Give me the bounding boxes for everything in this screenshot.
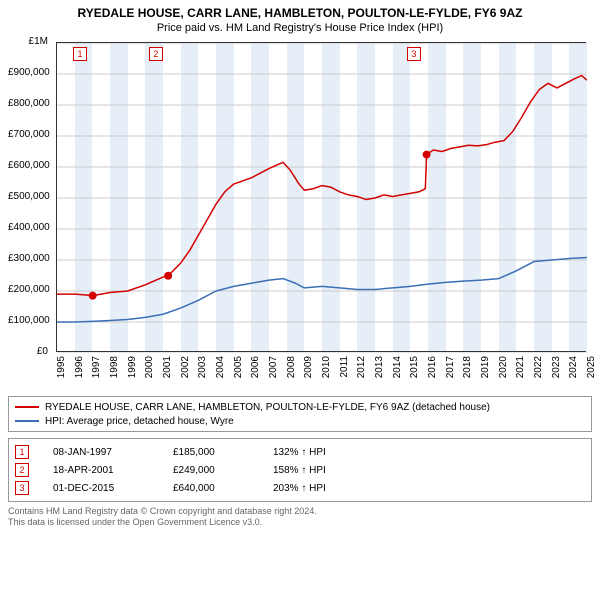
chart-title: RYEDALE HOUSE, CARR LANE, HAMBLETON, POU… bbox=[8, 6, 592, 20]
legend-swatch bbox=[15, 406, 39, 408]
x-axis-label: 2007 bbox=[268, 356, 279, 386]
x-axis-label: 2008 bbox=[286, 356, 297, 386]
sale-marker-badge: 2 bbox=[149, 47, 163, 61]
legend-item: HPI: Average price, detached house, Wyre bbox=[15, 414, 585, 428]
sales-row: 1 08-JAN-1997£185,000132% ↑ HPI bbox=[15, 443, 585, 461]
sales-row-badge: 2 bbox=[15, 463, 29, 477]
y-axis-label: £300,000 bbox=[8, 253, 48, 264]
sales-row: 3 01-DEC-2015£640,000203% ↑ HPI bbox=[15, 479, 585, 497]
sales-row-pct: 203% ↑ HPI bbox=[273, 483, 326, 494]
x-axis-label: 2020 bbox=[498, 356, 509, 386]
x-axis-label: 1995 bbox=[56, 356, 67, 386]
x-axis-label: 2017 bbox=[445, 356, 456, 386]
x-axis-label: 2024 bbox=[568, 356, 579, 386]
sales-row-price: £185,000 bbox=[173, 447, 273, 458]
x-axis-label: 2002 bbox=[180, 356, 191, 386]
sale-marker-dot bbox=[423, 151, 431, 159]
x-axis-label: 1999 bbox=[127, 356, 138, 386]
sales-row-date: 18-APR-2001 bbox=[53, 465, 173, 476]
x-axis-label: 2005 bbox=[233, 356, 244, 386]
sales-row: 2 18-APR-2001£249,000158% ↑ HPI bbox=[15, 461, 585, 479]
y-axis-label: £0 bbox=[8, 346, 48, 357]
y-axis-label: £600,000 bbox=[8, 160, 48, 171]
sales-row-price: £249,000 bbox=[173, 465, 273, 476]
sale-marker-dot bbox=[164, 272, 172, 280]
footer-line-1: Contains HM Land Registry data © Crown c… bbox=[8, 506, 592, 517]
x-axis-label: 2013 bbox=[374, 356, 385, 386]
x-axis-label: 2021 bbox=[515, 356, 526, 386]
sales-table: 1 08-JAN-1997£185,000132% ↑ HPI 2 18-APR-20… bbox=[8, 438, 592, 502]
x-axis-label: 2011 bbox=[339, 356, 350, 386]
page-root: RYEDALE HOUSE, CARR LANE, HAMBLETON, POU… bbox=[0, 0, 600, 590]
x-axis-label: 2015 bbox=[409, 356, 420, 386]
legend-item: RYEDALE HOUSE, CARR LANE, HAMBLETON, POU… bbox=[15, 400, 585, 414]
legend: RYEDALE HOUSE, CARR LANE, HAMBLETON, POU… bbox=[8, 396, 592, 432]
sales-row-pct: 132% ↑ HPI bbox=[273, 447, 326, 458]
x-axis-label: 2012 bbox=[356, 356, 367, 386]
y-axis-label: £200,000 bbox=[8, 284, 48, 295]
x-axis-label: 2006 bbox=[250, 356, 261, 386]
y-axis-label: £800,000 bbox=[8, 98, 48, 109]
series-price_paid bbox=[57, 76, 587, 296]
legend-label: HPI: Average price, detached house, Wyre bbox=[45, 416, 234, 427]
plot-svg bbox=[57, 43, 587, 353]
x-axis-label: 2025 bbox=[586, 356, 597, 386]
legend-swatch bbox=[15, 420, 39, 422]
x-axis-label: 2009 bbox=[303, 356, 314, 386]
x-axis-label: 2022 bbox=[533, 356, 544, 386]
y-axis-label: £100,000 bbox=[8, 315, 48, 326]
x-axis-label: 2001 bbox=[162, 356, 173, 386]
sales-row-badge: 1 bbox=[15, 445, 29, 459]
x-axis-label: 2004 bbox=[215, 356, 226, 386]
x-axis-label: 2016 bbox=[427, 356, 438, 386]
x-axis-label: 1998 bbox=[109, 356, 120, 386]
y-axis-label: £500,000 bbox=[8, 191, 48, 202]
plot-area: 1 2 3 bbox=[56, 42, 586, 352]
x-axis-label: 2019 bbox=[480, 356, 491, 386]
sales-row-price: £640,000 bbox=[173, 483, 273, 494]
y-axis-label: £400,000 bbox=[8, 222, 48, 233]
x-axis-label: 1996 bbox=[74, 356, 85, 386]
sale-marker-badge: 3 bbox=[407, 47, 421, 61]
sales-row-date: 08-JAN-1997 bbox=[53, 447, 173, 458]
footer-line-2: This data is licensed under the Open Gov… bbox=[8, 517, 592, 528]
x-axis-label: 2023 bbox=[551, 356, 562, 386]
x-axis-label: 2018 bbox=[462, 356, 473, 386]
x-axis-label: 2003 bbox=[197, 356, 208, 386]
sales-row-badge: 3 bbox=[15, 481, 29, 495]
y-axis-label: £700,000 bbox=[8, 129, 48, 140]
x-axis-label: 2014 bbox=[392, 356, 403, 386]
sales-row-date: 01-DEC-2015 bbox=[53, 483, 173, 494]
legend-label: RYEDALE HOUSE, CARR LANE, HAMBLETON, POU… bbox=[45, 402, 490, 413]
y-axis-label: £1M bbox=[8, 36, 48, 47]
sales-row-pct: 158% ↑ HPI bbox=[273, 465, 326, 476]
footer-attribution: Contains HM Land Registry data © Crown c… bbox=[8, 506, 592, 529]
sale-marker-dot bbox=[89, 292, 97, 300]
sale-marker-badge: 1 bbox=[73, 47, 87, 61]
y-axis-label: £900,000 bbox=[8, 67, 48, 78]
x-axis-label: 2010 bbox=[321, 356, 332, 386]
x-axis-label: 1997 bbox=[91, 356, 102, 386]
x-axis-label: 2000 bbox=[144, 356, 155, 386]
series-hpi bbox=[57, 258, 587, 322]
chart-area: £0 £100,000 £200,000 £300,000 £400,000 £500,0… bbox=[8, 38, 592, 390]
chart-subtitle: Price paid vs. HM Land Registry's House … bbox=[8, 22, 592, 34]
